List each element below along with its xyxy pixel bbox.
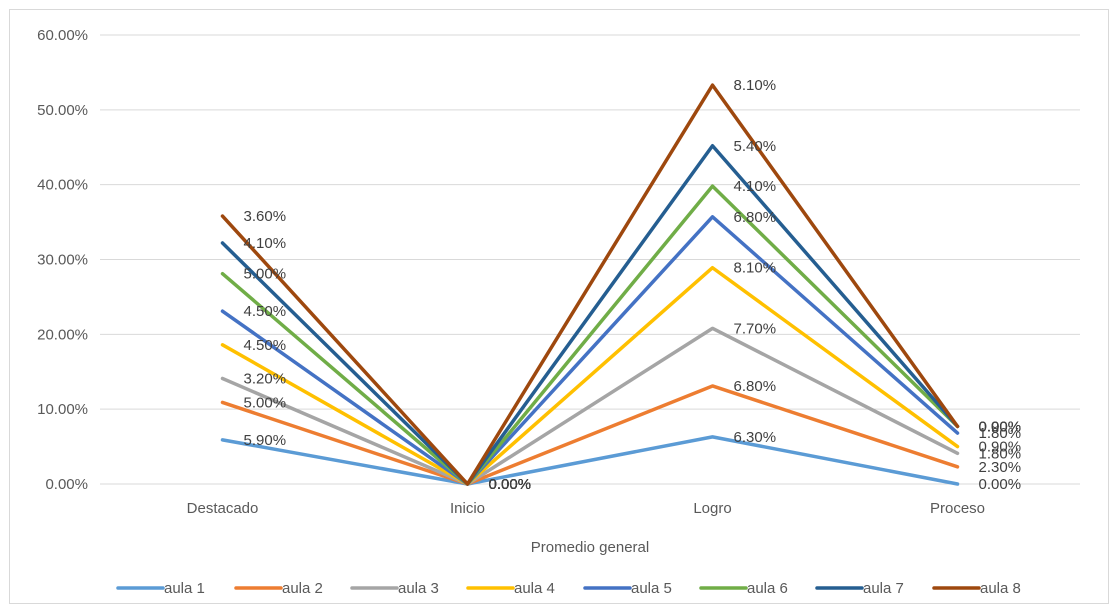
y-tick-label: 60.00% [37, 27, 88, 44]
data-label: 3.60% [244, 208, 287, 225]
data-label: 4.50% [244, 303, 287, 320]
data-label: 8.10% [734, 77, 777, 94]
data-label: 0.00% [979, 418, 1022, 435]
legend-entry: aula 1 [164, 580, 205, 597]
data-label: 0.00% [979, 476, 1022, 493]
data-label: 4.50% [244, 337, 287, 354]
data-label: 6.80% [734, 378, 777, 395]
x-tick-label: Logro [693, 500, 731, 517]
series-line-aula-5 [220, 215, 960, 486]
legend-entry: aula 3 [398, 580, 439, 597]
legend-entry: aula 6 [747, 580, 788, 597]
legend-entry: aula 2 [282, 580, 323, 597]
legend-entry: aula 8 [980, 580, 1021, 597]
x-axis-title: Promedio general [531, 539, 649, 556]
data-label: 8.10% [734, 260, 777, 277]
y-axis-ticks: 0.00% 10.00% 20.00% 30.00% 40.00% 50.00% 60.00… [37, 27, 88, 493]
data-label: 5.40% [734, 138, 777, 155]
series-line-aula-1 [220, 435, 960, 486]
data-label: 0.90% [979, 418, 1022, 435]
data-label: 5.00% [244, 266, 287, 283]
data-label: 6.80% [734, 209, 777, 226]
series-line-aula-8 [220, 83, 960, 486]
data-label: 0.90% [979, 439, 1022, 456]
series-line-aula-2 [220, 384, 960, 486]
legend-entry: aula 7 [863, 580, 904, 597]
y-tick-label: 0.00% [45, 476, 88, 493]
y-tick-label: 20.00% [37, 326, 88, 343]
y-tick-label: 10.00% [37, 401, 88, 418]
data-label: 3.20% [244, 370, 287, 387]
data-label: 4.10% [734, 178, 777, 195]
data-label: 0.00% [489, 476, 532, 493]
data-label: 6.30% [734, 429, 777, 446]
data-label: 5.00% [244, 394, 287, 411]
data-label: 0.00% [979, 418, 1022, 435]
data-label: 0.00% [489, 476, 532, 493]
data-label: 0.00% [489, 476, 532, 493]
y-tick-label: 50.00% [37, 102, 88, 119]
data-label: 4.10% [244, 235, 287, 252]
y-tick-label: 30.00% [37, 252, 88, 269]
x-tick-label: Inicio [450, 500, 485, 517]
series-line-aula-3 [220, 326, 960, 486]
data-label: 0.00% [489, 476, 532, 493]
data-label: 0.00% [489, 476, 532, 493]
chart-frame [9, 9, 1109, 604]
x-tick-label: Destacado [187, 500, 259, 517]
series-line-aula-4 [220, 265, 960, 486]
data-label: 0.00% [489, 476, 532, 493]
data-label: 0.00% [489, 476, 532, 493]
series-line-aula-6 [220, 184, 960, 486]
data-label: 2.30% [979, 459, 1022, 476]
data-label: 7.70% [734, 320, 777, 337]
data-label: 1.80% [979, 445, 1022, 462]
gridlines [100, 34, 1080, 485]
legend: aula 1 aula 2 aula 3 aula 4 aula 5 aula 6 aula… [116, 580, 1021, 597]
data-labels: 5.90% 0.00% 6.30% 0.00% 5.00% 0.00% 6.80% 2.30%… [244, 77, 1022, 493]
data-label: 0.00% [489, 476, 532, 493]
y-tick-label: 40.00% [37, 177, 88, 194]
x-tick-label: Proceso [930, 500, 985, 517]
x-axis-ticks: Destacado Inicio Logro Proceso [187, 500, 985, 517]
series-line-aula-7 [220, 144, 960, 486]
legend-entry: aula 5 [631, 580, 672, 597]
legend-entry: aula 4 [514, 580, 555, 597]
data-label: 1.80% [979, 425, 1022, 442]
data-label: 5.90% [244, 432, 287, 449]
series-lines [220, 83, 960, 486]
